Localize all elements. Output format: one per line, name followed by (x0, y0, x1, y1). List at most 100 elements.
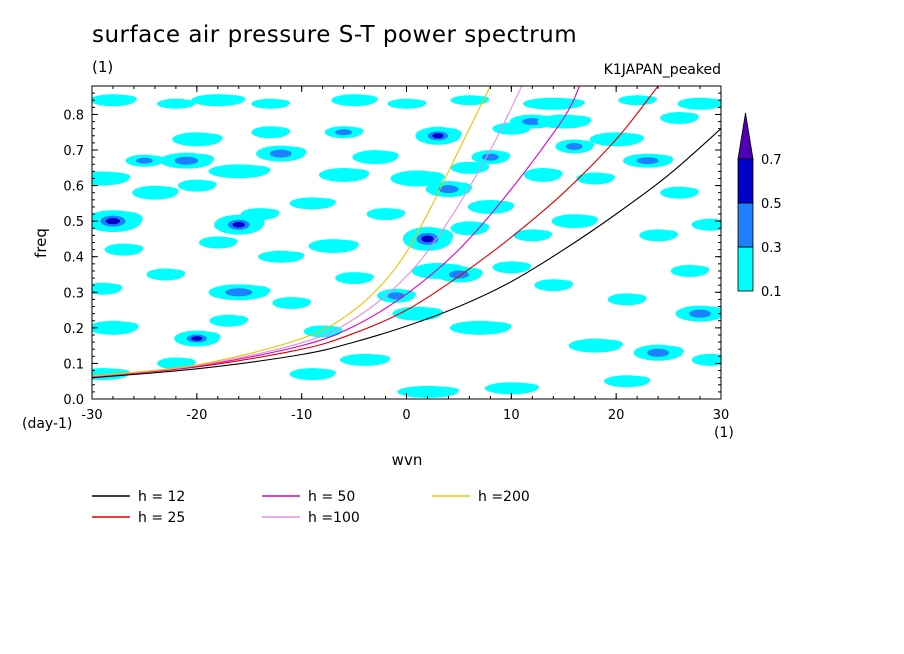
contour-blob (290, 297, 312, 306)
contour-blob (353, 272, 375, 281)
contour-blob (335, 129, 352, 136)
contour-blob (174, 156, 199, 165)
contour-blob (489, 200, 515, 210)
colorbar-label: 0.7 (761, 153, 782, 168)
dispersion-curve (92, 128, 721, 379)
power-contours (92, 94, 721, 398)
x-axis-unit: (1) (714, 425, 734, 441)
contour-blob (111, 95, 137, 103)
contour-blob (269, 127, 291, 135)
contour-blob (105, 218, 121, 225)
contour-blob (331, 240, 360, 250)
contour-blob (363, 354, 391, 363)
contour-blob (468, 162, 490, 171)
contour-blob (636, 157, 659, 165)
contour-blob (421, 235, 434, 243)
contour-blob (164, 269, 186, 278)
contour-blob (562, 115, 592, 125)
contour-blob (438, 185, 459, 194)
dispersion-curve (92, 86, 491, 377)
x-tick-label: 20 (608, 408, 625, 423)
x-tick-label: -10 (291, 408, 312, 423)
contour-blob (541, 168, 563, 178)
contour-blob (415, 171, 445, 182)
contour-blob (195, 133, 223, 143)
contour-blob (111, 321, 139, 331)
contour-blob (174, 99, 196, 106)
contour-blob (698, 98, 721, 107)
x-tick-label: 0 (402, 408, 410, 423)
contour-blob (415, 307, 443, 317)
x-tick-label: -20 (186, 408, 207, 423)
contour-blob (310, 368, 337, 377)
chart-title: surface air pressure S-T power spectrum (92, 22, 578, 48)
contour-blob (468, 95, 490, 103)
contour-blob (689, 309, 711, 318)
contour-blob (678, 112, 699, 121)
contour-blob (509, 383, 540, 391)
contour-blob (136, 157, 153, 164)
contour-blob (342, 168, 370, 178)
contour-blob (614, 133, 645, 143)
colorbar-label: 0.5 (761, 197, 782, 212)
y-tick-label: 0.3 (63, 286, 84, 301)
x-tick-label: 10 (503, 408, 520, 423)
contour-blob (216, 237, 238, 246)
y-tick-label: 0.4 (63, 251, 84, 266)
contour-blob (310, 198, 337, 206)
contour-blob (510, 262, 532, 270)
dispersion-curve (92, 86, 659, 378)
dispersion-curve (92, 86, 580, 378)
colorbar-segment (737, 202, 754, 248)
contour-blob (647, 348, 670, 357)
contour-blob (478, 321, 512, 331)
y-tick-label: 0.5 (63, 215, 84, 230)
legend-label: h = 50 (308, 489, 355, 505)
contour-blob (227, 315, 249, 324)
y-tick-label: 0.2 (63, 322, 84, 337)
contour-blob (565, 142, 583, 150)
legend-label: h =100 (308, 510, 360, 526)
contour-blob (122, 244, 144, 253)
contour-blob (153, 186, 179, 196)
y-axis-label: freq (32, 228, 50, 258)
legend-label: h =200 (478, 489, 530, 505)
y-axis-unit: (day-1) (22, 416, 73, 432)
contour-blob (174, 358, 196, 366)
contour-blob (237, 165, 271, 175)
colorbar-label: 0.3 (761, 241, 782, 256)
contour-blob (269, 99, 291, 106)
contour-blob (195, 180, 217, 189)
contour-blob (678, 187, 699, 196)
contour-blob (279, 251, 305, 260)
y-tick-label: 0.0 (63, 393, 84, 408)
y-tick-label: 0.8 (63, 108, 84, 123)
contour-blob (258, 208, 280, 217)
colorbar-label: 0.1 (761, 285, 782, 300)
contour-blob (232, 221, 245, 228)
contour-blob (468, 222, 490, 232)
contour-blob (593, 339, 624, 349)
contour-blob (625, 294, 647, 302)
dispersion-curve (92, 86, 523, 377)
contour-blob (225, 288, 253, 297)
colorbar-segment (737, 246, 754, 292)
contour-blob (373, 151, 399, 161)
contour-blob (216, 95, 246, 103)
x-axis-label: wvn (392, 451, 423, 469)
contour-blob (657, 230, 679, 238)
legend: h = 12 h = 25 h = 50 h =100 h =200 (92, 489, 530, 526)
y-tick-label: 0.1 (63, 357, 84, 372)
legend-label: h = 25 (138, 510, 185, 526)
contour-blob (552, 280, 574, 288)
contour-blob (432, 133, 444, 139)
y-tick-label: 0.6 (63, 180, 84, 195)
contour-blob (352, 95, 378, 103)
contour-blob (191, 336, 203, 341)
contour-blob (572, 215, 599, 225)
contour-blob (101, 283, 123, 292)
colorbar-arrow (737, 112, 754, 160)
dispersion-curves (92, 86, 721, 379)
contour-blob (522, 118, 543, 126)
